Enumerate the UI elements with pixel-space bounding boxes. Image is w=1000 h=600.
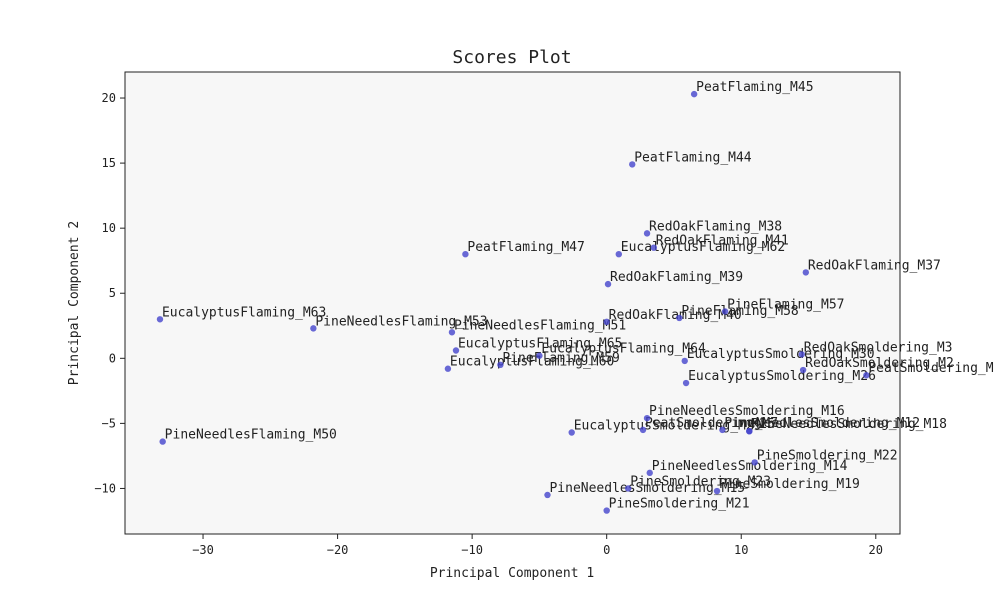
data-point: [156, 316, 164, 323]
data-point: [798, 351, 805, 358]
point-label: PineNeedlesSmoldering_M12: [724, 416, 920, 431]
data-point: [544, 491, 551, 499]
data-point: [650, 244, 657, 251]
data-point: [721, 308, 729, 315]
point-label: PineFlaming_M58: [681, 304, 798, 319]
data-point: [719, 426, 726, 434]
data-point: [863, 372, 870, 379]
point-label: PineSmoldering_M23: [630, 474, 771, 489]
data-point: [615, 250, 622, 258]
x-tick-label: 10: [734, 543, 748, 557]
data-point: [643, 230, 651, 237]
y-tick-label: 0: [109, 351, 116, 365]
y-tick-label: 10: [102, 221, 116, 235]
y-tick-label: −5: [102, 416, 116, 430]
point-label: EucalyptusFlaming_M62: [621, 240, 785, 255]
data-point: [497, 361, 504, 369]
x-tick-label: −30: [192, 543, 214, 557]
axis-ticks: [120, 97, 877, 539]
x-tick-label: 20: [869, 543, 883, 557]
data-point: [462, 250, 469, 258]
point-label: M25: [751, 417, 774, 432]
point-label: PineSmoldering_M19: [719, 477, 860, 492]
data-point: [643, 414, 651, 422]
point-label: EucalyptusSmoldering_M30: [687, 347, 875, 362]
point-label: PeatSmoldering_M: [868, 361, 993, 376]
data-points: [156, 90, 870, 514]
data-point: [536, 352, 543, 359]
point-label: RedOakFlaming_M41: [656, 234, 789, 249]
point-label: PineNeedlesFlaming_M51: [454, 318, 626, 333]
point-label: PineNeedlesFlaming_M53: [315, 314, 487, 329]
point-labels: PeatFlaming_M45 PeatFlaming_M44 RedOakFlam…: [162, 80, 994, 511]
data-point: [681, 357, 688, 365]
data-point: [625, 485, 632, 492]
point-label: PineFlaming_M57: [727, 297, 844, 312]
y-tick-label: 15: [102, 156, 116, 170]
point-label: EucalyptusFlaming_M63: [162, 305, 326, 320]
point-label: PeatFlaming_M45: [696, 80, 813, 95]
data-point: [603, 507, 610, 514]
point-label: RedOakFlaming_M39: [610, 270, 743, 285]
data-point: [452, 347, 460, 354]
point-label: EucalyptusFlaming_M64: [541, 342, 706, 357]
point-label: PineNeedlesSmoldering_M15: [549, 481, 745, 496]
point-label: PineNeedlesSmoldering_M18: [751, 417, 947, 432]
data-point: [159, 438, 166, 445]
chart-title: Scores Plot: [452, 47, 571, 68]
data-point: [713, 487, 721, 495]
data-point: [799, 366, 807, 374]
point-label: PineSmoldering_M21: [609, 497, 750, 512]
point-label: RedOakFlaming_M37: [808, 258, 941, 273]
point-label: PineSmoldering_M22: [757, 448, 898, 463]
point-label: EucalyptusFlaming_M60: [450, 355, 614, 370]
data-point: [751, 459, 758, 466]
x-axis-label: Principal Component 1: [430, 566, 594, 581]
data-point: [444, 365, 452, 372]
data-point: [682, 379, 690, 387]
data-point: [310, 325, 317, 332]
data-point: [639, 426, 647, 434]
point-label: PeatSmoldering_M7: [645, 416, 778, 431]
tick-labels: −30 −20 −10 0 10 20 −10 −5 0 5 10 15 20: [94, 91, 883, 557]
plot-area: [125, 72, 900, 534]
point-label: RedOakSmoldering_M2: [805, 356, 954, 371]
data-point: [802, 269, 810, 276]
x-tick-label: −20: [327, 543, 349, 557]
point-label: EucalyptusFlaming_M65: [458, 337, 622, 352]
point-label: PineNeedlesSmoldering_M16: [649, 404, 845, 419]
point-label: RedOakFlaming_M38: [649, 219, 782, 234]
point-label: EucalyptusSmoldering_M29: [574, 418, 762, 433]
data-point: [746, 427, 753, 435]
point-label: EucalyptusSmoldering_M26: [688, 369, 876, 384]
point-label: PeatFlaming_M44: [634, 150, 752, 165]
plot-frame: [124, 71, 901, 535]
data-point: [604, 280, 612, 288]
y-tick-label: −10: [94, 481, 116, 495]
x-tick-label: −10: [461, 543, 483, 557]
data-point: [448, 329, 456, 336]
point-label: PineFlaming_M59: [502, 351, 619, 366]
point-label: PineNeedlesFlaming_M50: [165, 428, 337, 443]
point-label: PineNeedlesSmoldering_M14: [652, 459, 848, 474]
y-axis-label: Principal Component 2: [67, 221, 82, 385]
data-point: [646, 469, 653, 477]
y-tick-label: 5: [109, 286, 116, 300]
data-point: [568, 429, 575, 436]
point-label: RedOakFlaming_M40: [609, 308, 742, 323]
y-tick-label: 20: [102, 91, 116, 105]
data-point: [629, 161, 636, 168]
data-point: [690, 90, 698, 98]
point-label: RedOakSmoldering_M3: [804, 340, 953, 355]
x-tick-label: 0: [603, 543, 610, 557]
data-point: [676, 314, 683, 322]
data-point: [603, 318, 610, 326]
point-label: PeatFlaming_M47: [467, 240, 584, 255]
